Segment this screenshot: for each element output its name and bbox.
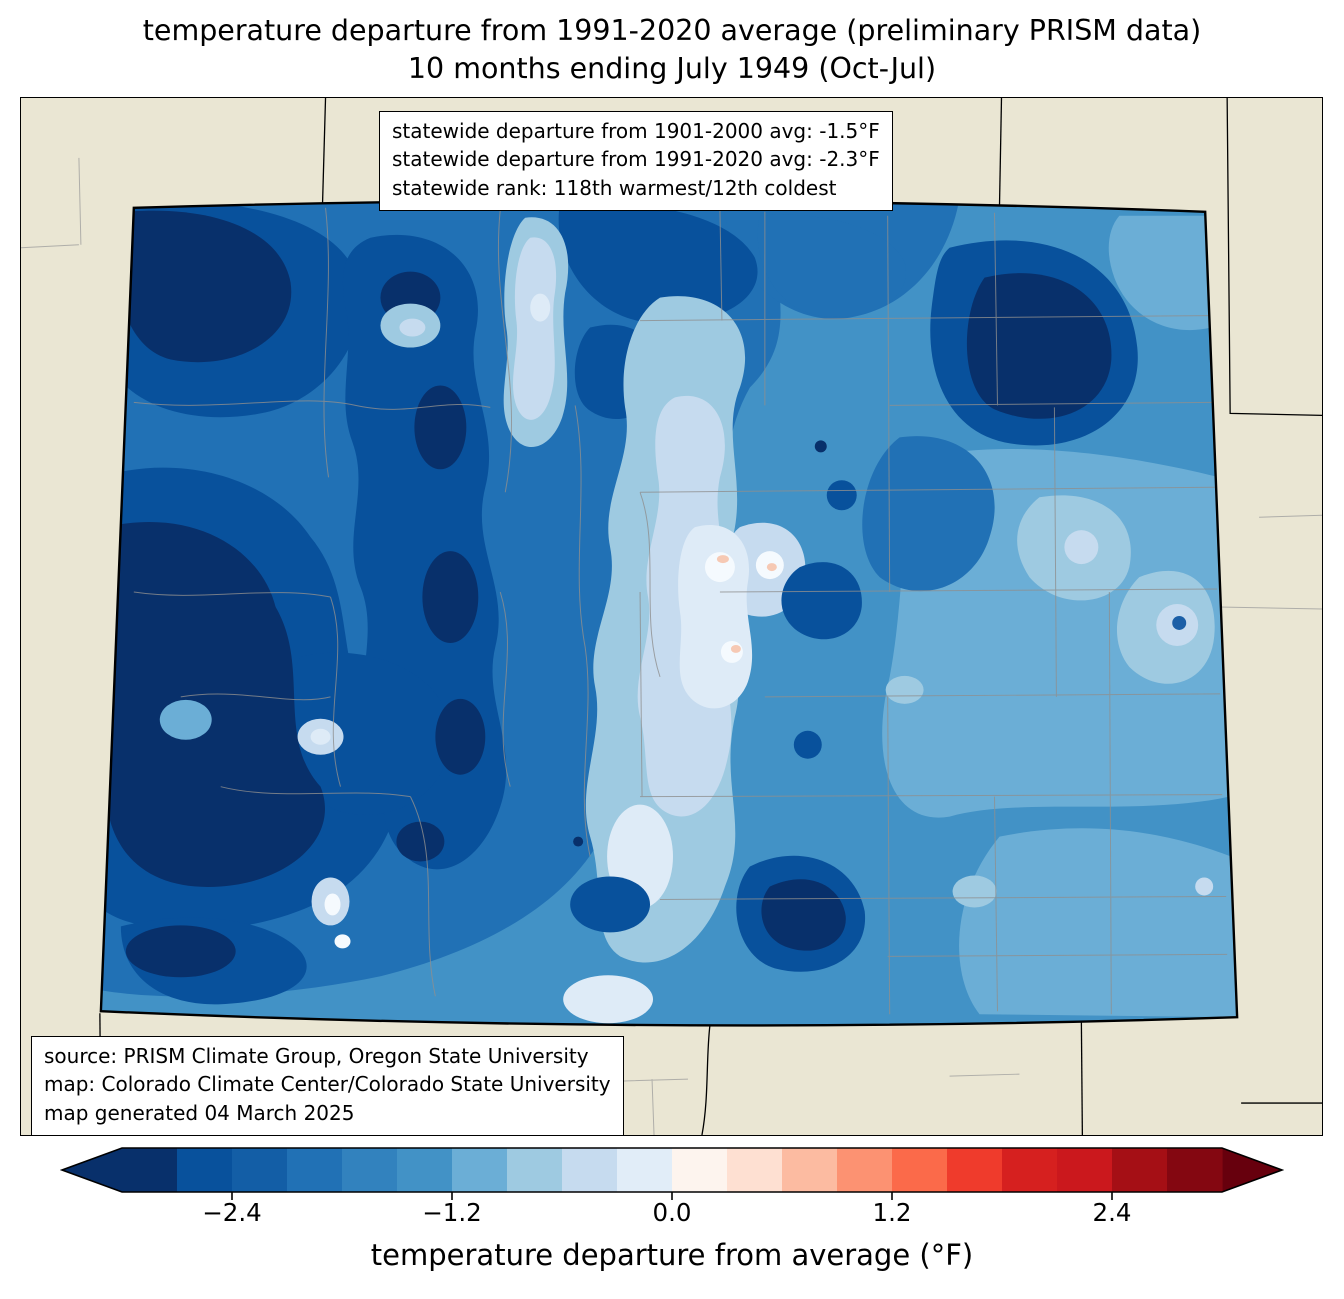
colorado-temperature-map: [21, 98, 1322, 1135]
source-box: source: PRISM Climate Group, Oregon Stat…: [31, 1036, 624, 1137]
colorbar-tick-labels: −2.4 −1.2 0.0 1.2 2.4: [60, 1198, 1284, 1230]
colorbar-outline: [60, 1147, 1284, 1193]
tick-label: −2.4: [202, 1198, 262, 1227]
stats-line-1: statewide departure from 1901-2000 avg: …: [392, 119, 880, 143]
page-title: temperature departure from 1991-2020 ave…: [0, 12, 1344, 88]
tick-label: 1.2: [872, 1198, 912, 1227]
colorbar-segments: [122, 1148, 1223, 1192]
colorbar-under-arrow: [62, 1148, 122, 1192]
stats-box: statewide departure from 1901-2000 avg: …: [379, 111, 893, 212]
tick-label: −1.2: [422, 1198, 482, 1227]
title-line-1: temperature departure from 1991-2020 ave…: [142, 14, 1202, 47]
title-line-2: 10 months ending July 1949 (Oct-Jul): [407, 52, 937, 86]
tick-label: 2.4: [1092, 1198, 1132, 1227]
stats-line-2: statewide departure from 1991-2020 avg: …: [392, 147, 880, 172]
map-frame: statewide departure from 1901-2000 avg: …: [20, 97, 1323, 1137]
county-lines: [133, 207, 1228, 1015]
source-line-3: map generated 04 March 2025: [44, 1100, 355, 1125]
tick-label: 0.0: [652, 1198, 692, 1227]
colorbar-over-arrow: [1222, 1148, 1282, 1192]
neighbor-county-lines: [21, 157, 1322, 1135]
colorbar-tick-marks: [231, 1192, 1113, 1200]
colorbar: [60, 1146, 1284, 1206]
colorbar-axis-label: temperature departure from average (°F): [370, 1238, 974, 1272]
temperature-contours: [100, 200, 1238, 1026]
stats-line-3: statewide rank: 118th warmest/12th colde…: [392, 175, 837, 200]
colorbar-svg: [60, 1147, 1284, 1200]
source-line-1: source: PRISM Climate Group, Oregon Stat…: [44, 1044, 589, 1068]
source-line-2: map: Colorado Climate Center/Colorado St…: [44, 1072, 611, 1097]
